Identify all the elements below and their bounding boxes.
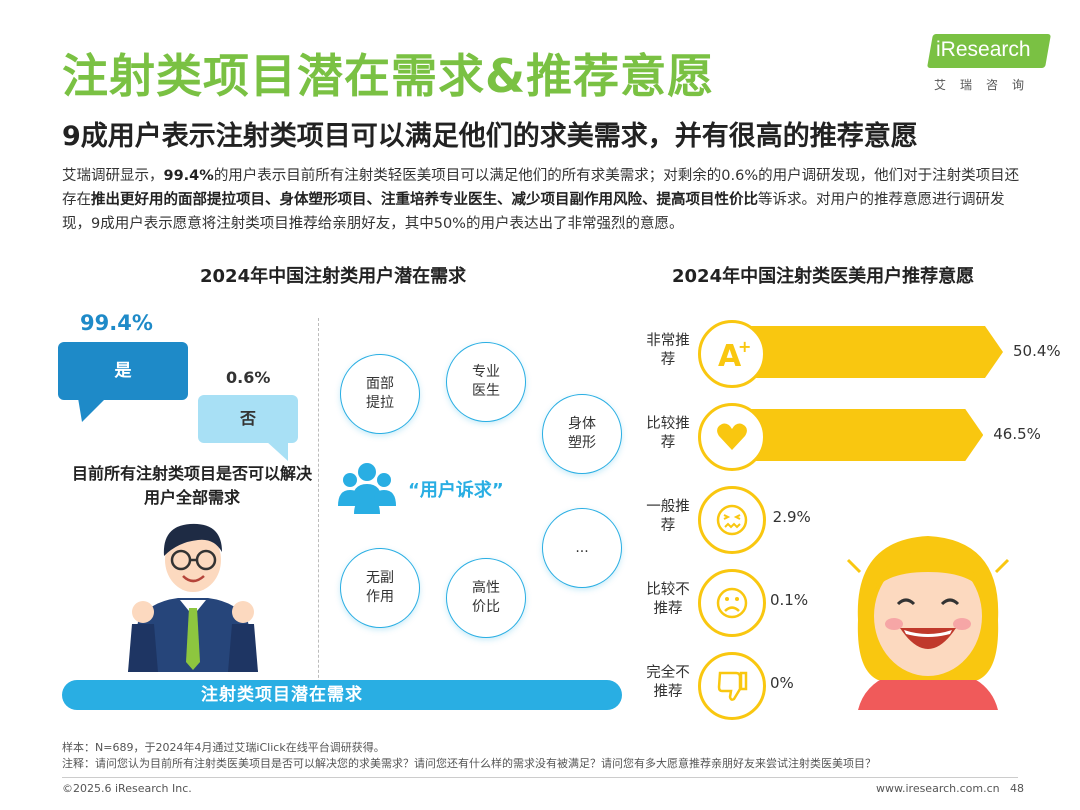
intro-paragraph: 艾瑞调研显示，99.4%的用户表示目前所有注射类轻医美项目可以满足他们的所有求美… bbox=[62, 168, 1020, 232]
demand-cost-effective: 高性价比 bbox=[446, 558, 526, 638]
logo-subtitle: 艾瑞咨询 bbox=[934, 78, 1039, 92]
left-chart-title: 2024年中国注射类用户潜在需求 bbox=[200, 266, 467, 287]
iresearch-logo: iResearch 艾瑞咨询 bbox=[927, 34, 1051, 98]
no-percentage: 0.6% bbox=[226, 368, 271, 387]
no-bubble: 否 bbox=[198, 395, 298, 443]
demand-no-side-effects: 无副作用 bbox=[340, 548, 420, 628]
demand-banner bbox=[62, 680, 622, 710]
a-plus-icon: A + bbox=[698, 320, 766, 388]
rec-value-label: 46.5% bbox=[993, 425, 1041, 443]
heart-icon bbox=[698, 403, 766, 471]
businessman-illustration bbox=[128, 523, 258, 672]
rec-bar bbox=[730, 409, 983, 461]
demand-more: ... bbox=[542, 508, 622, 588]
page-title: 注射类项目潜在需求&推荐意愿 bbox=[62, 49, 715, 103]
demand-banner-text: 注射类项目潜在需求 bbox=[201, 685, 363, 705]
rec-value-label: 2.9% bbox=[772, 508, 811, 526]
footer-divider bbox=[62, 777, 1018, 778]
no-bubble-tail bbox=[266, 441, 288, 461]
rec-category-label: 比较推荐 bbox=[646, 416, 690, 451]
page-subtitle: 9成用户表示注射类项目可以满足他们的求美需求，并有很高的推荐意愿 bbox=[62, 121, 918, 152]
users-icon bbox=[338, 463, 396, 514]
demand-professional-doctor: 专业医生 bbox=[446, 342, 526, 422]
rec-category-label: 一般推荐 bbox=[646, 499, 690, 534]
yes-bubble: 是 bbox=[58, 342, 188, 400]
question-text: 目前所有注射类项目是否可以解决用户全部需求 bbox=[72, 464, 313, 507]
rec-category-label: 非常推荐 bbox=[646, 333, 690, 368]
footer-page-number: 48 bbox=[1010, 782, 1024, 795]
footer-copyright: ©2025.6 iResearch Inc. bbox=[62, 782, 192, 795]
demand-face-lift: 面部提拉 bbox=[340, 354, 420, 434]
rec-bar bbox=[730, 326, 1003, 378]
sad-face-icon bbox=[698, 569, 766, 637]
demand-body-shaping: 身体塑形 bbox=[542, 394, 622, 474]
neutral-face-icon bbox=[698, 486, 766, 554]
notes: 样本：N=689，于2024年4月通过艾瑞iClick在线平台调研获得。 注释：… bbox=[62, 740, 876, 772]
footer-website: www.iresearch.com.cn bbox=[876, 782, 1000, 795]
rec-value-label: 0.1% bbox=[770, 591, 809, 609]
user-demand-label: “用户诉求” bbox=[408, 480, 504, 501]
rec-category-label: 完全不推荐 bbox=[646, 665, 690, 700]
svg-text:A: A bbox=[718, 339, 742, 372]
rec-category-label: 比较不推荐 bbox=[646, 582, 690, 617]
smiling-woman-illustration bbox=[846, 536, 1010, 710]
section-divider bbox=[318, 318, 319, 708]
right-chart-title: 2024年中国注射类医美用户推荐意愿 bbox=[672, 266, 975, 287]
svg-text:+: + bbox=[738, 337, 750, 356]
sample-note: 样本：N=689，于2024年4月通过艾瑞iClick在线平台调研获得。 bbox=[62, 741, 385, 754]
question-note: 注释：请问您认为目前所有注射类医美项目是否可以解决您的求美需求？请问您还有什么样… bbox=[62, 757, 876, 770]
rec-value-label: 50.4% bbox=[1013, 342, 1061, 360]
rec-value-label: 0% bbox=[770, 674, 794, 692]
yes-bubble-tail bbox=[78, 398, 106, 422]
yes-percentage: 99.4% bbox=[80, 311, 153, 335]
logo-brand: iResearch bbox=[936, 38, 1031, 61]
thumbs-down-icon bbox=[698, 652, 766, 720]
